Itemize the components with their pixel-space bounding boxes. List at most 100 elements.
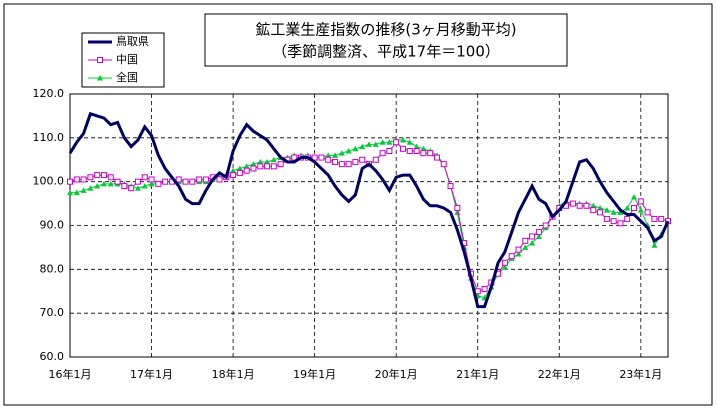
y-tick-label: 60.0 — [40, 350, 65, 363]
marker — [325, 156, 332, 163]
marker — [80, 187, 87, 193]
marker — [291, 154, 298, 161]
marker — [399, 137, 406, 143]
marker — [94, 183, 101, 189]
x-tick-label: 23年1月 — [619, 367, 662, 381]
marker — [196, 176, 203, 183]
marker — [141, 174, 148, 181]
marker — [97, 75, 103, 81]
marker — [399, 145, 406, 152]
chart-title: 鉱工業生産指数の推移(3ヶ月移動平均) — [255, 21, 516, 39]
marker — [590, 202, 597, 209]
marker — [121, 183, 128, 190]
marker — [338, 150, 345, 156]
marker — [501, 259, 508, 266]
marker — [148, 180, 155, 187]
marker — [413, 143, 420, 150]
marker — [100, 180, 107, 187]
marker — [114, 178, 121, 185]
marker — [631, 204, 638, 211]
x-tick-label: 17年1月 — [130, 367, 173, 381]
marker — [447, 183, 454, 190]
marker — [80, 176, 87, 183]
marker — [529, 240, 536, 246]
marker — [148, 176, 155, 183]
marker — [535, 233, 542, 239]
marker — [243, 163, 250, 169]
marker — [318, 154, 325, 161]
legend-label: 中国 — [116, 53, 138, 66]
marker — [202, 176, 209, 183]
marker — [529, 233, 536, 240]
marker — [332, 158, 339, 165]
marker — [583, 202, 590, 209]
marker — [73, 189, 80, 196]
marker — [230, 172, 237, 179]
marker — [406, 139, 413, 145]
marker — [134, 185, 141, 191]
marker — [182, 178, 189, 185]
x-tick-label: 16年1月 — [49, 367, 92, 381]
marker — [440, 161, 447, 168]
marker — [352, 145, 359, 152]
marker — [624, 215, 631, 222]
x-tick-label: 22年1月 — [538, 367, 581, 381]
marker — [386, 147, 393, 154]
marker — [270, 156, 277, 163]
title-box — [204, 13, 568, 67]
marker — [624, 204, 631, 211]
marker — [141, 183, 148, 189]
marker — [243, 167, 250, 174]
marker — [522, 237, 529, 244]
marker — [637, 207, 644, 213]
legend-label: 鳥取県 — [116, 34, 149, 48]
marker — [338, 161, 345, 168]
marker — [603, 215, 610, 222]
marker — [610, 209, 617, 215]
marker — [257, 163, 264, 170]
marker — [515, 246, 522, 253]
marker — [508, 253, 515, 260]
marker — [420, 150, 427, 157]
marker — [372, 141, 379, 147]
marker — [359, 156, 366, 163]
marker — [597, 209, 604, 216]
legend-label: 全国 — [116, 70, 138, 84]
y-tick-label: 90.0 — [40, 219, 65, 232]
marker — [515, 250, 522, 257]
y-tick-label: 120.0 — [33, 87, 65, 100]
marker — [651, 215, 658, 222]
marker — [100, 172, 107, 179]
marker — [162, 178, 169, 185]
marker — [379, 150, 386, 157]
marker — [413, 147, 420, 154]
marker — [379, 139, 386, 145]
marker — [230, 167, 237, 174]
x-tick-label: 20年1月 — [375, 367, 418, 381]
y-tick-label: 110.0 — [33, 131, 65, 144]
marker — [658, 215, 665, 222]
marker — [406, 147, 413, 154]
marker — [352, 158, 359, 165]
marker — [264, 163, 271, 170]
marker — [372, 156, 379, 163]
marker — [569, 200, 576, 207]
marker — [134, 178, 141, 185]
marker — [590, 207, 597, 214]
marker — [454, 204, 461, 211]
marker — [107, 180, 114, 187]
series-line — [68, 111, 670, 309]
y-tick-label: 70.0 — [40, 306, 65, 319]
marker — [386, 139, 393, 145]
marker — [420, 145, 427, 152]
marker — [542, 222, 549, 229]
marker — [87, 185, 94, 191]
marker — [189, 178, 196, 185]
marker — [236, 169, 243, 176]
marker — [236, 165, 243, 172]
marker — [67, 178, 73, 185]
marker — [603, 207, 610, 213]
marker — [97, 57, 103, 63]
marker — [87, 174, 94, 181]
